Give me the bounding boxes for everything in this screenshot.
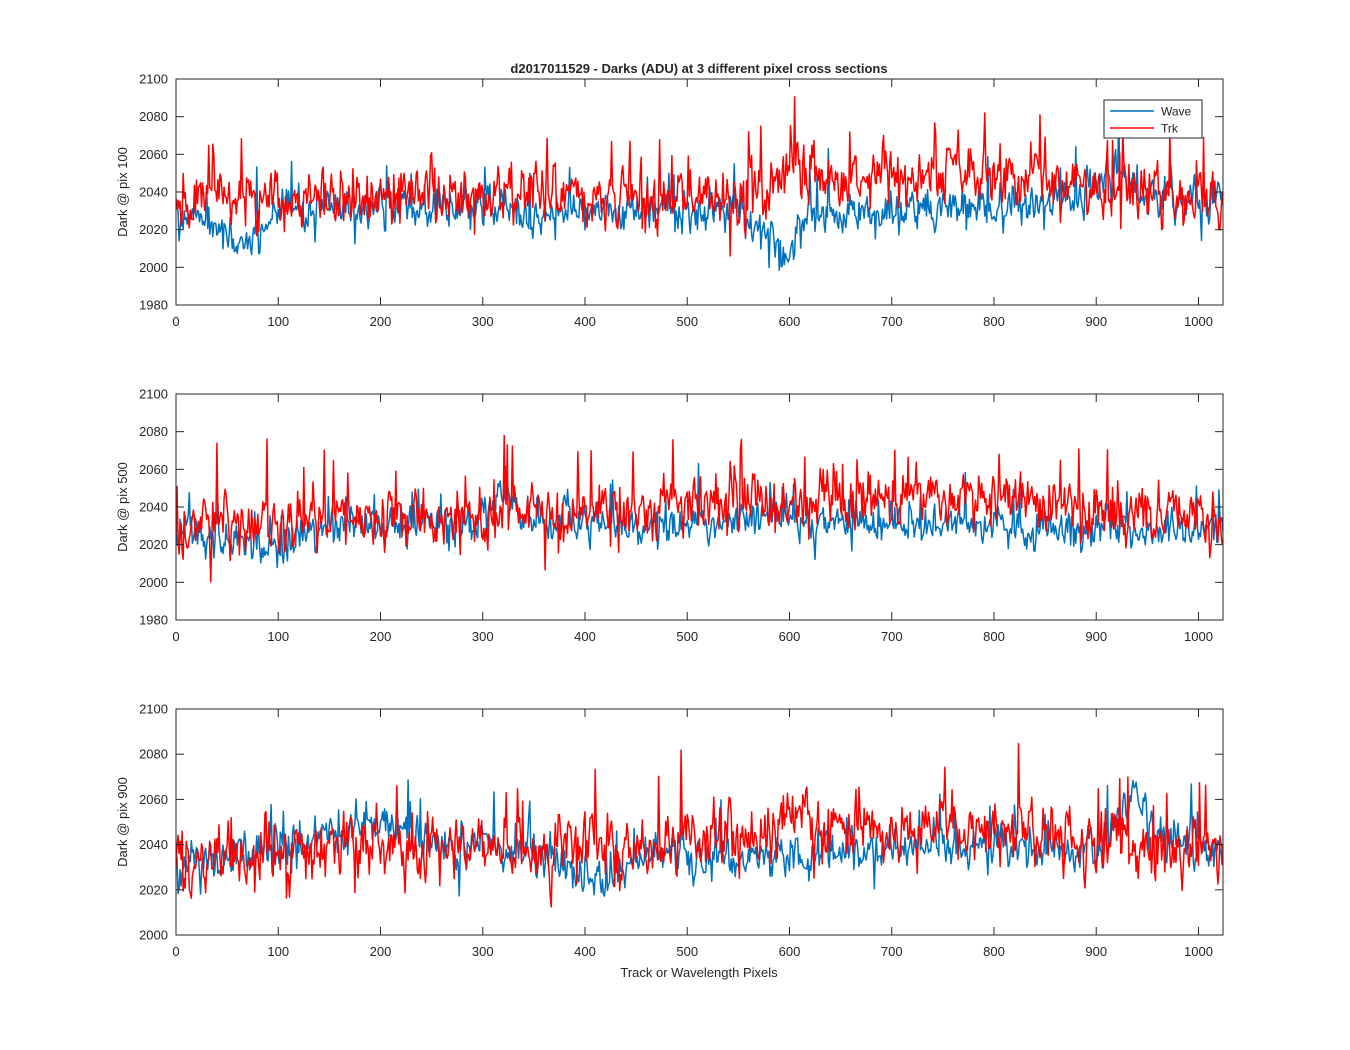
series-group bbox=[176, 742, 1223, 908]
x-axis-label: Track or Wavelength Pixels bbox=[620, 965, 778, 980]
x-tick-label: 500 bbox=[676, 629, 698, 644]
series-line-wave bbox=[176, 113, 1223, 272]
axes-box bbox=[175, 708, 1224, 936]
x-tick-label: 500 bbox=[676, 314, 698, 329]
x-tick-label: 100 bbox=[267, 629, 289, 644]
x-tick-label: 0 bbox=[172, 314, 179, 329]
y-tick-label: 2000 bbox=[139, 928, 168, 943]
y-tick-label: 2000 bbox=[139, 260, 168, 275]
y-tick-label: 2020 bbox=[139, 222, 168, 237]
x-tick-label: 900 bbox=[1085, 314, 1107, 329]
x-tick-label: 0 bbox=[172, 629, 179, 644]
x-tick-label: 1000 bbox=[1184, 314, 1213, 329]
x-tick-label: 700 bbox=[881, 944, 903, 959]
y-tick-label: 2000 bbox=[139, 575, 168, 590]
series-line-trk bbox=[176, 96, 1223, 257]
y-tick-label: 2040 bbox=[139, 500, 168, 515]
y-tick-label: 2040 bbox=[139, 837, 168, 852]
x-tick-label: 200 bbox=[370, 314, 392, 329]
subplot-panels: 0 100 200 300 400 500 600 700 800 900 100019802000… bbox=[115, 72, 1224, 959]
x-tick-label: 900 bbox=[1085, 944, 1107, 959]
y-tick-label: 2100 bbox=[139, 702, 168, 717]
y-axis-label: Dark @ pix 900 bbox=[115, 777, 130, 867]
x-tick-label: 600 bbox=[779, 629, 801, 644]
x-tick-label: 600 bbox=[779, 944, 801, 959]
x-tick-label: 400 bbox=[574, 629, 596, 644]
x-tick-label: 600 bbox=[779, 314, 801, 329]
series-group bbox=[176, 96, 1223, 272]
x-tick-label: 400 bbox=[574, 944, 596, 959]
y-axis-label: Dark @ pix 500 bbox=[115, 462, 130, 552]
x-tick-label: 700 bbox=[881, 314, 903, 329]
y-tick-label: 2020 bbox=[139, 882, 168, 897]
x-tick-label: 300 bbox=[472, 944, 494, 959]
y-tick-label: 2060 bbox=[139, 792, 168, 807]
y-tick-label: 1980 bbox=[139, 613, 168, 628]
x-tick-label: 100 bbox=[267, 314, 289, 329]
legend-label-trk: Trk bbox=[1161, 122, 1179, 136]
y-axis-label: Dark @ pix 100 bbox=[115, 147, 130, 237]
x-tick-label: 500 bbox=[676, 944, 698, 959]
y-tick-label: 2100 bbox=[139, 387, 168, 402]
x-tick-label: 100 bbox=[267, 944, 289, 959]
x-tick-label: 300 bbox=[472, 629, 494, 644]
x-tick-label: 700 bbox=[881, 629, 903, 644]
series-line-trk bbox=[176, 742, 1223, 908]
x-tick-label: 200 bbox=[370, 944, 392, 959]
y-tick-label: 2060 bbox=[139, 462, 168, 477]
y-tick-label: 2040 bbox=[139, 185, 168, 200]
subplot-2: 0 100 200 300 400 500 600 700 800 900 1000 1980 2000… bbox=[115, 387, 1224, 644]
x-tick-label: 800 bbox=[983, 629, 1005, 644]
x-tick-label: 0 bbox=[172, 944, 179, 959]
y-tick-label: 2060 bbox=[139, 147, 168, 162]
y-tick-label: 2080 bbox=[139, 424, 168, 439]
y-tick-label: 2100 bbox=[139, 72, 168, 87]
y-tick-label: 2080 bbox=[139, 109, 168, 124]
figure-title: d2017011529 - Darks (ADU) at 3 different… bbox=[510, 61, 887, 76]
x-tick-label: 1000 bbox=[1184, 629, 1213, 644]
x-tick-label: 800 bbox=[983, 944, 1005, 959]
legend-box bbox=[1103, 99, 1203, 139]
y-tick-label: 2020 bbox=[139, 537, 168, 552]
x-tick-label: 400 bbox=[574, 314, 596, 329]
y-tick-label: 1980 bbox=[139, 298, 168, 313]
x-tick-label: 1000 bbox=[1184, 944, 1213, 959]
subplot-1: 0 100 200 300 400 500 600 700 800 900 1000 1980 2000… bbox=[115, 72, 1224, 329]
series-group bbox=[176, 434, 1223, 583]
x-tick-label: 300 bbox=[472, 314, 494, 329]
series-line-trk bbox=[176, 434, 1223, 583]
y-tick-label: 2080 bbox=[139, 747, 168, 762]
legend: Wave Trk bbox=[1103, 99, 1203, 139]
subplot-3: 0 100 200 300 400 500 600 700 800 900 1000 2000 2020… bbox=[115, 702, 1224, 959]
x-tick-label: 200 bbox=[370, 629, 392, 644]
x-tick-label: 900 bbox=[1085, 629, 1107, 644]
x-tick-label: 800 bbox=[983, 314, 1005, 329]
legend-label-wave: Wave bbox=[1161, 105, 1192, 119]
